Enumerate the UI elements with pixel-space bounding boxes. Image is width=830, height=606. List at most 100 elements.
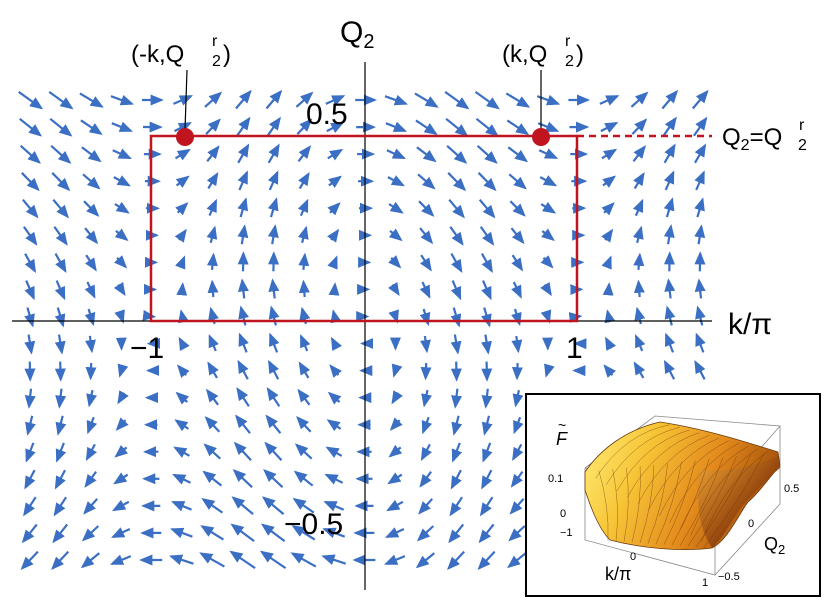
field-arrow [268,359,280,380]
field-arrow [327,202,341,216]
field-arrow [267,224,279,245]
field-arrow [112,499,130,512]
field-arrow [117,363,129,378]
field-arrow [19,144,41,164]
field-arrow [445,117,469,137]
field-arrow [113,472,129,485]
field-arrow [329,364,342,378]
left-point-marker [176,128,194,146]
field-arrow [661,89,679,110]
field-arrow [173,446,190,458]
field-arrow [325,95,346,106]
field-arrow [24,469,36,490]
field-arrow [298,279,310,298]
field-arrow [419,227,434,245]
field-arrow [268,305,280,326]
mesh-line [703,453,765,548]
field-arrow [446,550,466,571]
field-arrow [266,387,281,407]
mesh-line [631,466,641,543]
field-arrow [298,172,310,190]
field-arrow [450,280,462,301]
field-arrow [325,446,343,458]
field-arrow [295,91,314,108]
field-arrow [508,525,526,542]
y-axis-label: Q2 [340,16,374,53]
field-arrow [265,89,283,110]
field-arrow [480,253,493,274]
field-arrow [420,335,431,354]
field-arrow [174,228,187,243]
mesh-line [663,460,696,545]
field-arrow [327,228,340,243]
field-arrow [200,525,224,541]
field-arrow [477,550,496,571]
field-arrow [86,389,97,408]
inset-z-tick-top: 0.1 [548,473,563,485]
field-arrow [451,415,463,436]
field-arrow [481,388,493,409]
field-arrow [84,470,97,488]
inset-q-label: Q2 [764,534,785,557]
field-arrow [21,172,40,192]
field-arrow [238,305,249,326]
field-arrow [631,118,648,135]
field-arrow [19,117,43,137]
field-arrow [82,173,101,190]
field-arrow [80,552,100,569]
field-arrow [600,121,619,133]
field-arrow [206,225,218,244]
field-arrow [421,389,432,408]
field-arrow [236,387,250,407]
field-arrow [235,414,251,434]
field-arrow [237,278,249,299]
field-arrow [481,280,492,301]
field-arrow [450,307,462,328]
field-arrow [24,253,36,274]
field-arrow [20,550,39,571]
inset-surface-mesh [595,424,769,548]
field-arrow [48,91,74,110]
field-arrow [505,92,531,108]
field-arrow [481,334,492,355]
x-axis-label: k/π [728,308,772,341]
field-arrow [23,496,37,517]
field-arrow [206,172,219,190]
field-arrow [267,143,280,164]
field-arrow [260,523,286,542]
field-arrow [291,525,316,541]
mesh-line [595,424,670,479]
inset-z-tick-bottom: 0 [560,508,566,520]
field-arrow [114,228,129,242]
level-line-label: Q2=Q [722,124,782,154]
field-arrow [54,334,66,355]
field-arrow [634,334,646,352]
field-arrow [169,554,194,565]
field-arrow [81,146,102,163]
mesh-line [639,464,655,543]
field-arrow [199,552,225,568]
field-arrow [49,117,73,137]
field-arrow [633,279,645,298]
field-arrow [417,173,436,190]
field-arrow [175,391,190,405]
field-arrow [448,523,465,544]
field-arrow [205,118,221,135]
field-arrow [80,119,103,136]
field-arrow [54,253,67,274]
left-point-label-sub: 2 [212,53,221,70]
field-arrow [208,334,219,352]
field-arrow [511,362,523,381]
field-arrow [695,332,706,353]
field-arrow [293,470,314,487]
field-arrow [387,175,405,187]
field-arrow [414,92,439,108]
field-arrow [54,307,66,328]
x-tick-neg-label: −1 [130,332,164,365]
field-arrow [55,388,67,409]
mesh-line [658,440,729,517]
field-arrow [420,443,432,462]
field-arrow [24,280,35,301]
field-arrow [53,226,68,246]
field-arrow [170,527,193,539]
